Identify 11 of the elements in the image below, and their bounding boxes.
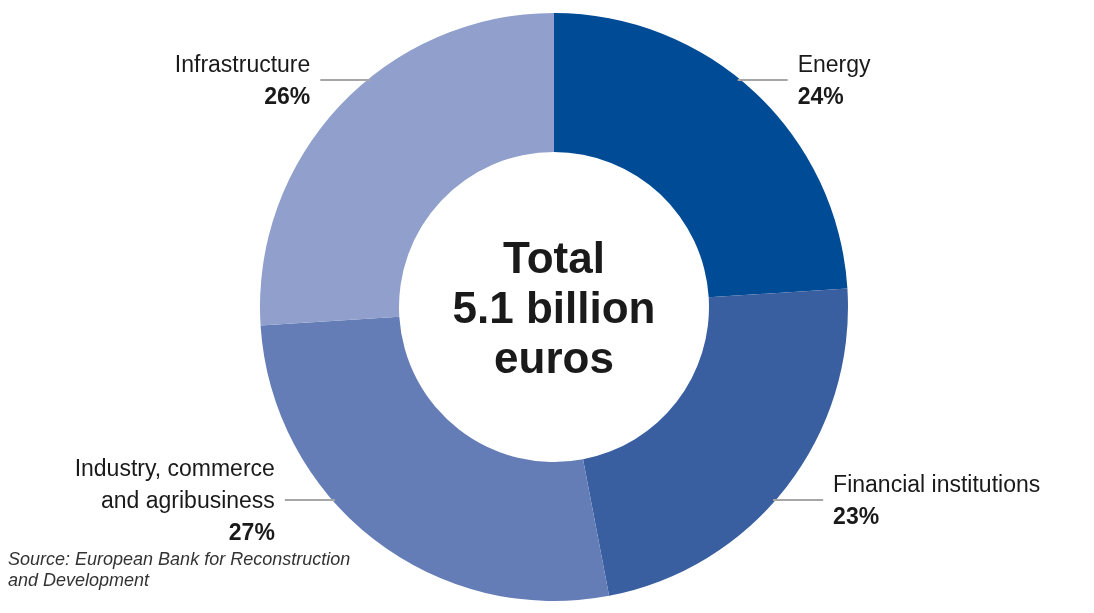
slice-label: Infrastructure [174, 51, 311, 77]
slice-label: Energy [797, 51, 872, 77]
source-note: Source: European Bank for Reconstruction and Development [8, 549, 351, 590]
data-label: 26% [264, 83, 311, 109]
text: Total [503, 233, 605, 282]
slice-label: Financial institutions [833, 471, 1041, 497]
data-label: 27% [228, 519, 275, 545]
text: 5.1 billion euros [452, 283, 656, 382]
data-label: 24% [797, 83, 844, 109]
slice-label: Industry, commerce and agribusiness [74, 455, 275, 513]
data-label: 23% [833, 503, 880, 529]
